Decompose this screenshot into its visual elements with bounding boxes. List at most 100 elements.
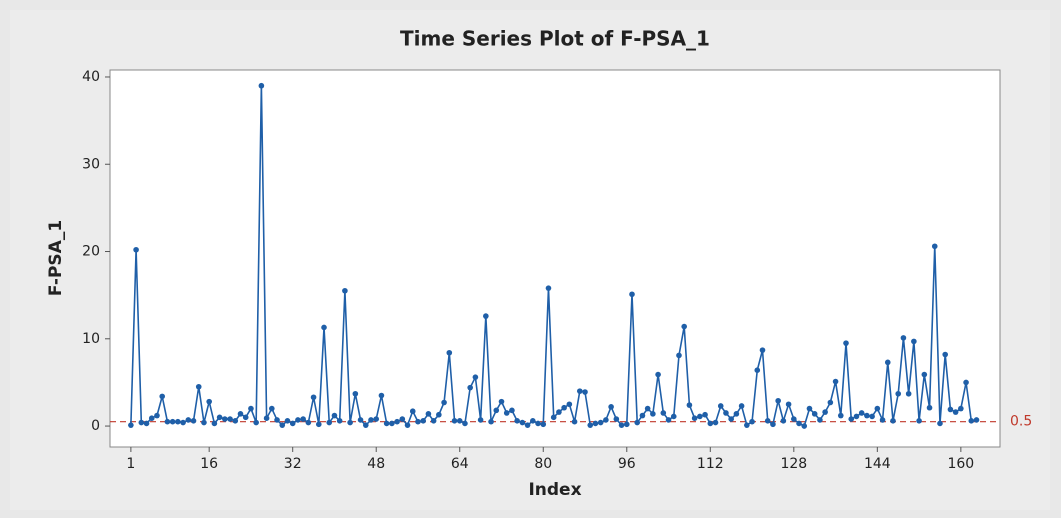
point <box>357 417 364 423</box>
point <box>858 410 865 416</box>
point <box>707 420 714 427</box>
point <box>796 420 802 427</box>
point <box>837 412 844 419</box>
point <box>879 417 886 423</box>
point <box>874 405 881 412</box>
point <box>853 413 860 420</box>
point <box>775 397 781 404</box>
point <box>232 418 239 424</box>
point <box>420 418 426 424</box>
point <box>629 291 635 298</box>
point <box>973 417 980 423</box>
point <box>493 407 500 414</box>
point <box>389 420 395 427</box>
point <box>639 412 646 419</box>
point <box>483 313 489 319</box>
point <box>613 416 620 422</box>
point <box>811 411 818 417</box>
point <box>383 420 390 427</box>
point <box>503 410 510 416</box>
y-tick-label: 20 <box>82 244 100 260</box>
point <box>274 417 280 423</box>
point <box>681 323 687 330</box>
point <box>926 404 933 411</box>
point <box>582 389 588 395</box>
point <box>905 390 912 397</box>
x-tick-label: 1 <box>126 456 135 472</box>
point <box>404 422 411 428</box>
point <box>164 418 171 425</box>
point <box>128 422 134 428</box>
x-axis-label: Index <box>528 480 581 500</box>
point <box>519 419 526 426</box>
point <box>269 405 275 412</box>
point <box>399 416 406 422</box>
point <box>717 403 724 409</box>
point <box>143 420 150 427</box>
point <box>791 416 797 422</box>
point <box>644 405 651 412</box>
point <box>138 419 145 426</box>
point <box>227 416 233 422</box>
x-tick-label: 128 <box>780 456 807 472</box>
point <box>749 418 755 425</box>
point <box>744 422 750 428</box>
y-tick-label: 40 <box>82 69 100 85</box>
point <box>331 412 338 419</box>
y-tick-label: 30 <box>82 156 100 172</box>
point <box>524 422 531 428</box>
point <box>733 411 740 417</box>
point <box>618 422 625 428</box>
point <box>415 418 421 425</box>
point <box>571 418 578 425</box>
point <box>576 388 583 394</box>
point <box>488 418 494 425</box>
point <box>206 398 212 405</box>
point <box>655 371 661 378</box>
point <box>441 399 447 406</box>
y-tick-label: 10 <box>82 331 100 347</box>
point <box>556 409 562 415</box>
point <box>310 394 317 401</box>
point <box>686 402 693 408</box>
x-tick-label: 48 <box>367 456 385 472</box>
x-tick-label: 32 <box>284 456 302 472</box>
point <box>425 411 432 417</box>
point <box>514 418 520 424</box>
point <box>660 410 667 416</box>
point <box>702 411 708 418</box>
point <box>279 422 286 428</box>
point <box>436 411 442 418</box>
point <box>352 390 359 397</box>
point <box>603 417 609 423</box>
point <box>498 398 505 405</box>
point <box>289 420 296 427</box>
point <box>362 422 369 428</box>
point <box>817 417 823 423</box>
point <box>608 404 614 410</box>
point <box>237 411 244 417</box>
point <box>342 287 348 294</box>
point <box>185 417 192 423</box>
point <box>195 383 202 390</box>
point <box>822 409 828 415</box>
point <box>738 403 745 409</box>
chart-title: Time Series Plot of F-PSA_1 <box>400 27 710 51</box>
point <box>190 418 197 424</box>
point <box>623 421 630 428</box>
point <box>462 420 468 427</box>
point <box>159 393 165 400</box>
point <box>540 421 547 428</box>
point <box>368 417 374 423</box>
point <box>670 413 677 420</box>
point <box>394 418 400 425</box>
point <box>869 413 875 420</box>
x-tick-label: 144 <box>864 456 891 472</box>
point <box>723 410 729 416</box>
point <box>937 420 943 427</box>
x-tick-label: 16 <box>200 456 218 472</box>
point <box>650 411 656 417</box>
point <box>409 408 416 415</box>
point <box>295 417 301 423</box>
